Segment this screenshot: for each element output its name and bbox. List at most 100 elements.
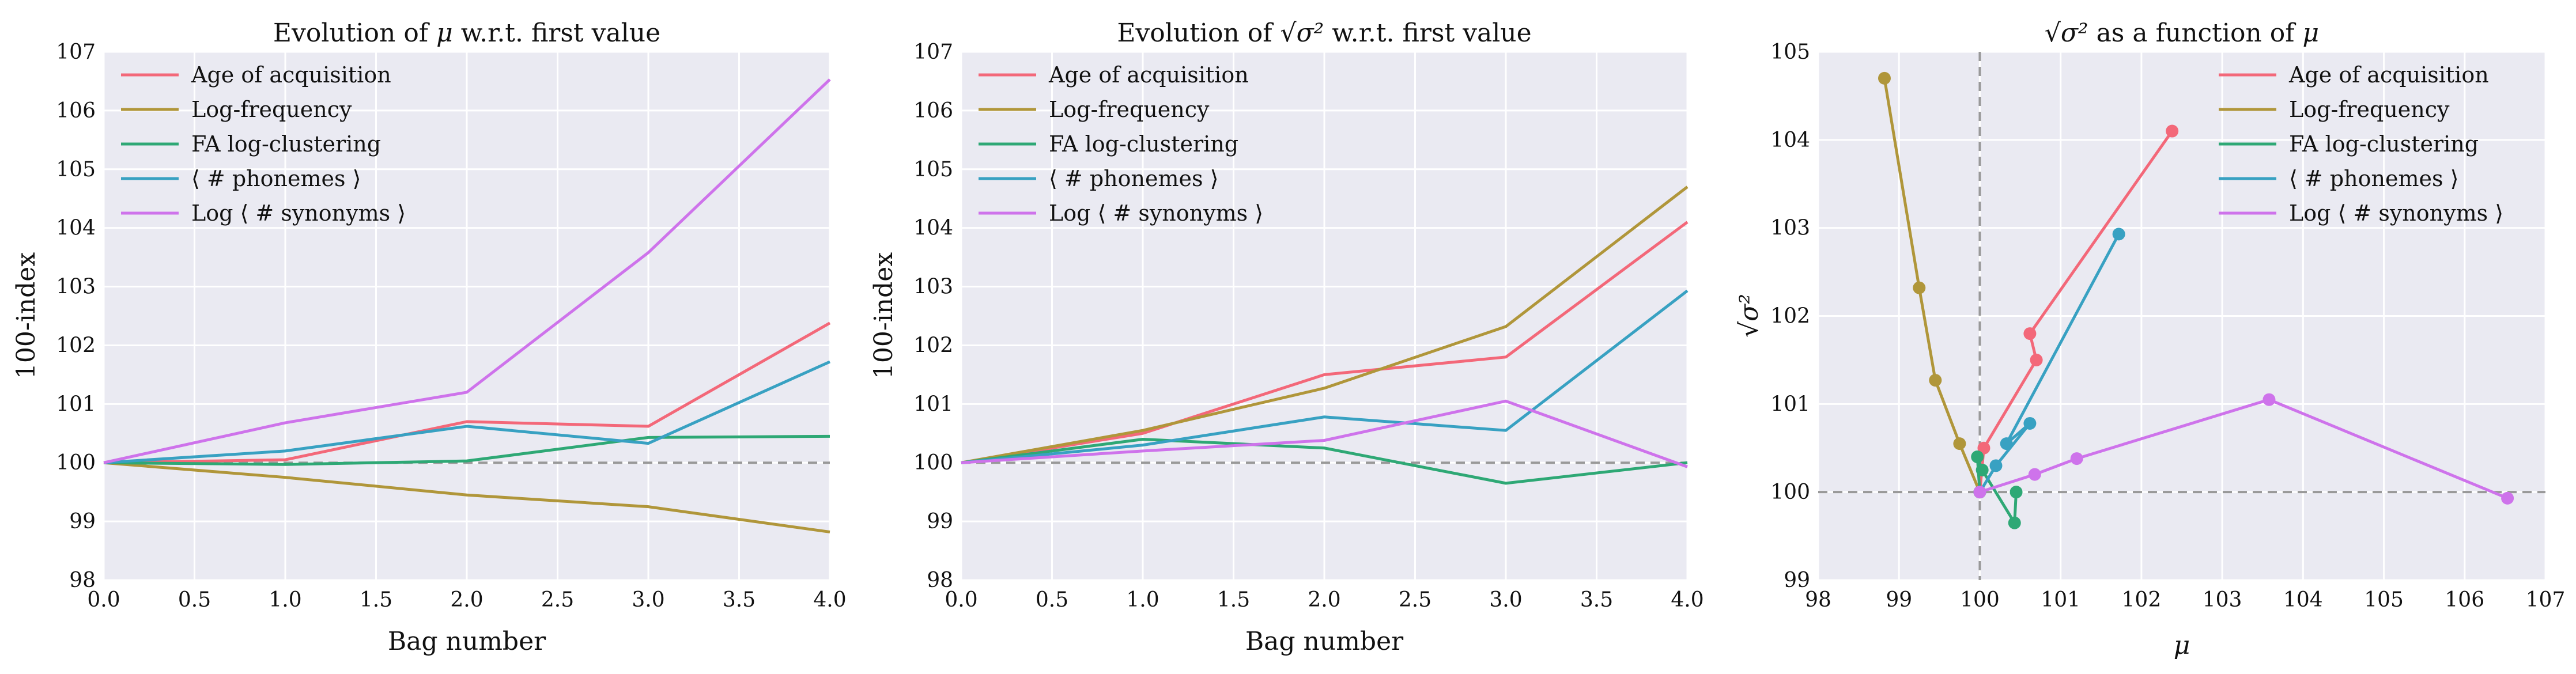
legend-label: Log-frequency bbox=[191, 97, 352, 122]
y-tick-label: 107 bbox=[56, 40, 96, 64]
series-line bbox=[103, 434, 830, 466]
y-tick-label: 100 bbox=[1770, 480, 1810, 504]
chart-title: Evolution of √σ² w.r.t. first value bbox=[1117, 18, 1531, 48]
data-point bbox=[1973, 486, 1986, 499]
data-point bbox=[1971, 450, 1984, 464]
chart-panel-sigma-vs-mu: 98 99 100 101 102 103 104 105 106 107 99100101102… bbox=[1735, 18, 2565, 660]
legend-label: Log-frequency bbox=[1049, 97, 1210, 122]
x-tick-label: 1.0 bbox=[1126, 588, 1159, 612]
y-tick-label: 102 bbox=[56, 334, 96, 357]
y-tick-label: 100 bbox=[56, 451, 96, 475]
legend-label: FA log-clustering bbox=[191, 131, 381, 157]
y-tick-label: 106 bbox=[56, 99, 96, 123]
x-tick-label: 0.0 bbox=[945, 588, 977, 612]
x-tick-label: 103 bbox=[2203, 588, 2242, 612]
x-tick-label: 100 bbox=[1960, 588, 2000, 612]
x-ticks: 98 99 100 101 102 103 104 105 106 107 bbox=[1805, 588, 2565, 612]
y-tick-label: 103 bbox=[913, 275, 953, 299]
x-tick-label: 99 bbox=[1886, 588, 1912, 612]
y-axis-label: 100-index bbox=[869, 252, 898, 379]
x-tick-label: 3.0 bbox=[632, 588, 664, 612]
x-ticks: 0.0 0.5 1.0 1.5 2.0 2.5 3.0 3.5 4.0 bbox=[87, 588, 846, 612]
data-point bbox=[2501, 491, 2514, 505]
x-tick-label: 3.5 bbox=[723, 588, 756, 612]
grid bbox=[103, 51, 831, 581]
x-tick-label: 2.0 bbox=[450, 588, 483, 612]
chart-title: √σ² as a function of μ bbox=[2045, 18, 2319, 48]
legend-label: Age of acquisition bbox=[191, 62, 391, 88]
x-axis-label: Bag number bbox=[1245, 627, 1404, 656]
legend-label: ⟨ # phonemes ⟩ bbox=[2289, 166, 2458, 191]
x-tick-label: 1.0 bbox=[269, 588, 301, 612]
data-point bbox=[1878, 71, 1891, 85]
y-tick-label: 105 bbox=[1770, 40, 1810, 64]
y-tick-label: 103 bbox=[1770, 217, 1810, 240]
data-point bbox=[2023, 327, 2037, 340]
y-tick-label: 105 bbox=[56, 158, 96, 181]
title-part: μ bbox=[2303, 18, 2320, 48]
x-tick-label: 1.5 bbox=[360, 588, 392, 612]
series-layer bbox=[103, 78, 831, 533]
y-ticks: 98 99 100 101 102 103 104 105 106 107 bbox=[913, 40, 953, 592]
data-point bbox=[1913, 281, 1926, 294]
x-tick-label: 0.0 bbox=[87, 588, 120, 612]
series-line bbox=[103, 78, 831, 464]
chart-panel-sigma: 0.0 0.5 1.0 1.5 2.0 2.5 3.0 3.5 4.0 98 99 100 101 10… bbox=[869, 18, 1704, 656]
data-point bbox=[2070, 452, 2083, 465]
title-part: Evolution of bbox=[273, 18, 436, 48]
y-tick-label: 100 bbox=[913, 451, 953, 475]
y-tick-label: 103 bbox=[56, 275, 96, 299]
series-line bbox=[103, 360, 831, 464]
series-line bbox=[961, 399, 1688, 468]
data-point bbox=[2166, 124, 2179, 138]
x-tick-label: 102 bbox=[2122, 588, 2162, 612]
legend-label: Log ⟨ # synonyms ⟩ bbox=[2289, 200, 2503, 226]
title-part: Evolution of bbox=[1117, 18, 1280, 48]
data-point bbox=[1953, 437, 1966, 450]
legend-label: Age of acquisition bbox=[1048, 62, 1249, 88]
data-point bbox=[2010, 486, 2023, 499]
y-tick-label: 106 bbox=[913, 99, 953, 123]
legend-label: Log-frequency bbox=[2289, 97, 2450, 122]
y-tick-label: 107 bbox=[913, 40, 953, 64]
x-tick-label: 0.5 bbox=[178, 588, 211, 612]
x-tick-label: 98 bbox=[1805, 588, 1831, 612]
y-tick-label: 104 bbox=[1770, 128, 1810, 152]
y-tick-label: 101 bbox=[56, 392, 96, 416]
legend-label: FA log-clustering bbox=[1049, 131, 1238, 157]
x-tick-label: 2.5 bbox=[1399, 588, 1431, 612]
series-line bbox=[961, 185, 1689, 464]
data-point bbox=[2112, 228, 2125, 241]
data-point bbox=[1989, 459, 2003, 472]
x-axis-label: μ bbox=[2174, 631, 2190, 660]
y-tick-label: 101 bbox=[913, 392, 953, 416]
data-point bbox=[2030, 353, 2043, 366]
data-point bbox=[2263, 393, 2276, 406]
data-point bbox=[1929, 374, 1942, 387]
legend-label: Log ⟨ # synonyms ⟩ bbox=[191, 200, 406, 226]
data-point bbox=[2023, 416, 2037, 430]
y-ticks: 99 100 101 102 103 104 105 bbox=[1770, 40, 1810, 592]
x-tick-label: 0.5 bbox=[1036, 588, 1068, 612]
x-tick-label: 101 bbox=[2041, 588, 2080, 612]
y-tick-label: 99 bbox=[927, 510, 953, 533]
y-tick-label: 99 bbox=[1784, 569, 1810, 592]
y-tick-label: 102 bbox=[913, 334, 953, 357]
legend: Age of acquisition Log-frequency FA log-cl… bbox=[979, 62, 1263, 226]
y-tick-label: 98 bbox=[927, 569, 953, 592]
x-tick-label: 3.0 bbox=[1489, 588, 1522, 612]
y-axis-label: √σ² bbox=[1735, 294, 1764, 338]
x-tick-label: 106 bbox=[2445, 588, 2484, 612]
grid bbox=[960, 51, 1689, 581]
x-tick-label: 4.0 bbox=[1671, 588, 1704, 612]
x-tick-label: 3.5 bbox=[1580, 588, 1613, 612]
legend-label: FA log-clustering bbox=[2289, 131, 2479, 157]
y-tick-label: 98 bbox=[69, 569, 96, 592]
series-line bbox=[961, 437, 1688, 485]
series-line bbox=[961, 289, 1689, 464]
x-tick-label: 107 bbox=[2526, 588, 2566, 612]
series-layer bbox=[1878, 71, 2514, 529]
series-line bbox=[961, 221, 1689, 464]
x-axis-label: Bag number bbox=[388, 627, 546, 656]
legend: Age of acquisition Log-frequency FA log-cl… bbox=[2219, 62, 2503, 226]
